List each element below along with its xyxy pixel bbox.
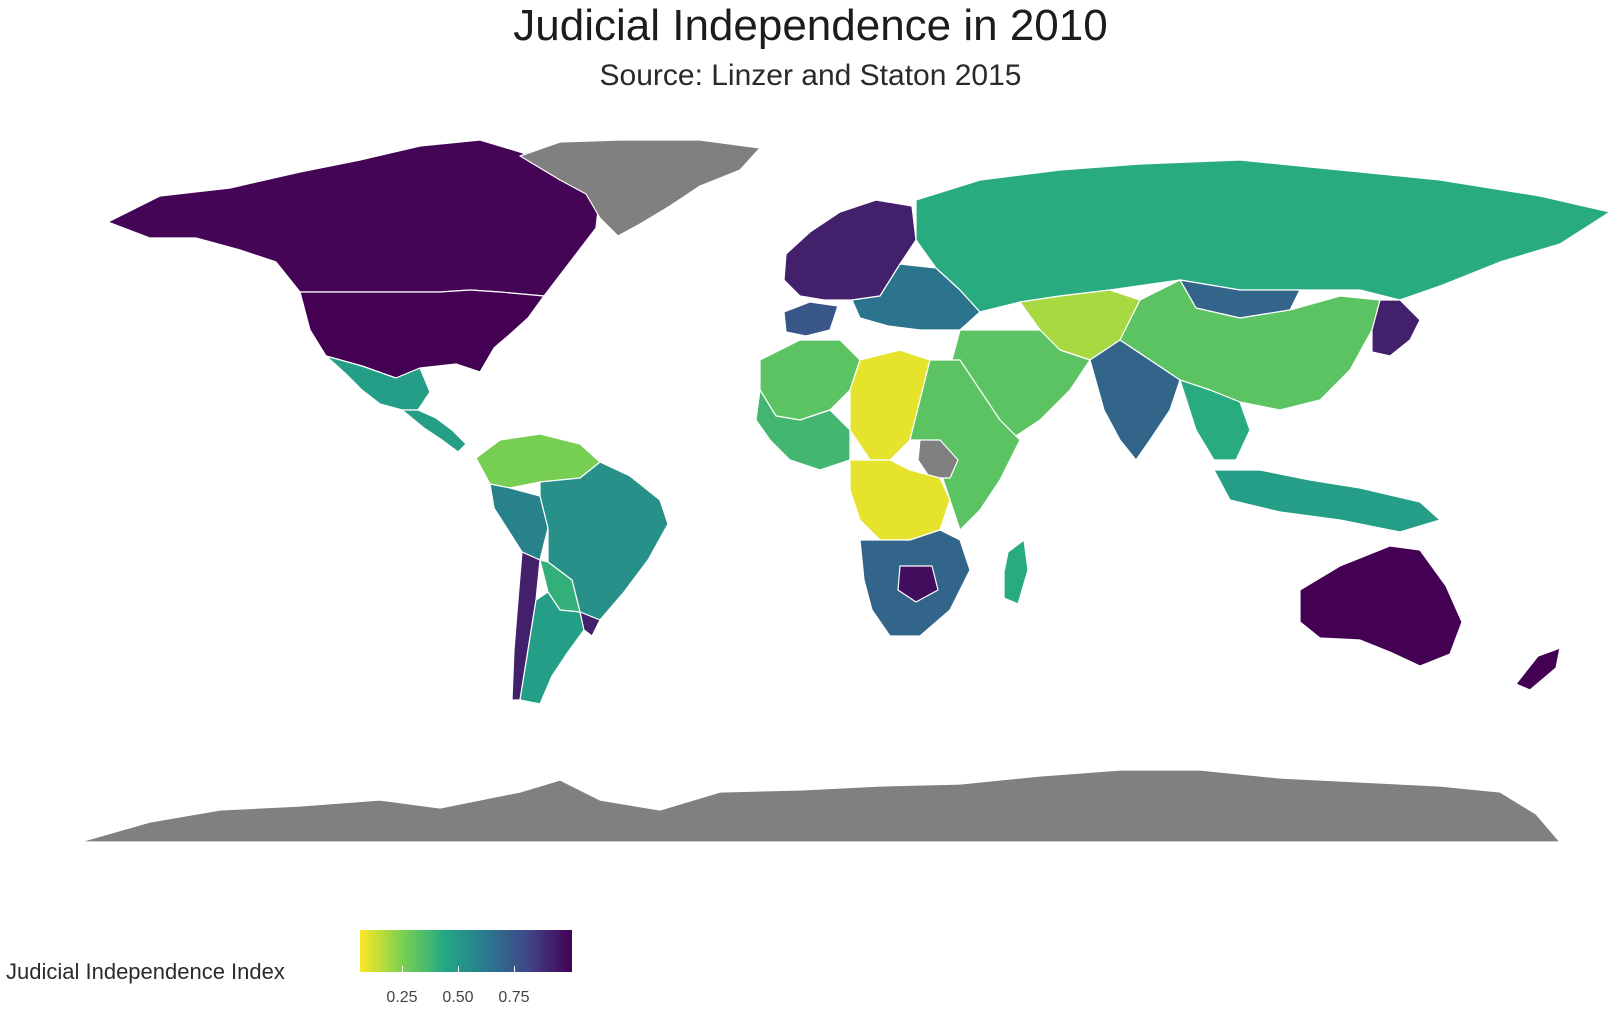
legend-tick-label: 0.75: [498, 989, 530, 1006]
region-japan-korea: [1371, 299, 1421, 357]
legend-tick-mark: [458, 966, 459, 972]
region-madagascar: [1003, 539, 1029, 605]
region-brazil: [539, 461, 669, 621]
region-uruguay: [579, 611, 601, 637]
legend-tick-mark: [402, 966, 403, 972]
region-new-zealand: [1515, 647, 1561, 691]
region-east-africa: [909, 359, 1021, 531]
map-title: Judicial Independence in 2010: [513, 1, 1108, 50]
legend-tick-label: 0.25: [386, 989, 418, 1006]
region-botswana: [897, 565, 939, 603]
region-indonesia: [1213, 469, 1441, 533]
legend-tick-label: 0.50: [442, 989, 474, 1006]
legend-title: Judicial Independence Index: [6, 959, 285, 984]
region-chad-libya: [849, 349, 931, 461]
region-russia: [915, 159, 1611, 313]
region-australia: [1299, 545, 1463, 667]
region-greenland: [519, 139, 761, 237]
region-canada: [107, 139, 601, 297]
region-antarctica: [79, 769, 1561, 843]
region-central-america: [401, 409, 467, 453]
legend-color-bar: [360, 930, 572, 972]
region-india: [1089, 339, 1181, 461]
map-subtitle: Source: Linzer and Staton 2015: [599, 59, 1022, 92]
region-peru: [489, 483, 549, 561]
region-south-sudan: [917, 439, 959, 479]
region-central-africa: [849, 459, 951, 541]
region-argentina: [519, 591, 585, 705]
legend-tick-mark: [514, 966, 515, 972]
region-iberia: [783, 301, 839, 337]
region-southeast-asia: [1179, 379, 1251, 461]
region-north-africa: [759, 339, 861, 421]
